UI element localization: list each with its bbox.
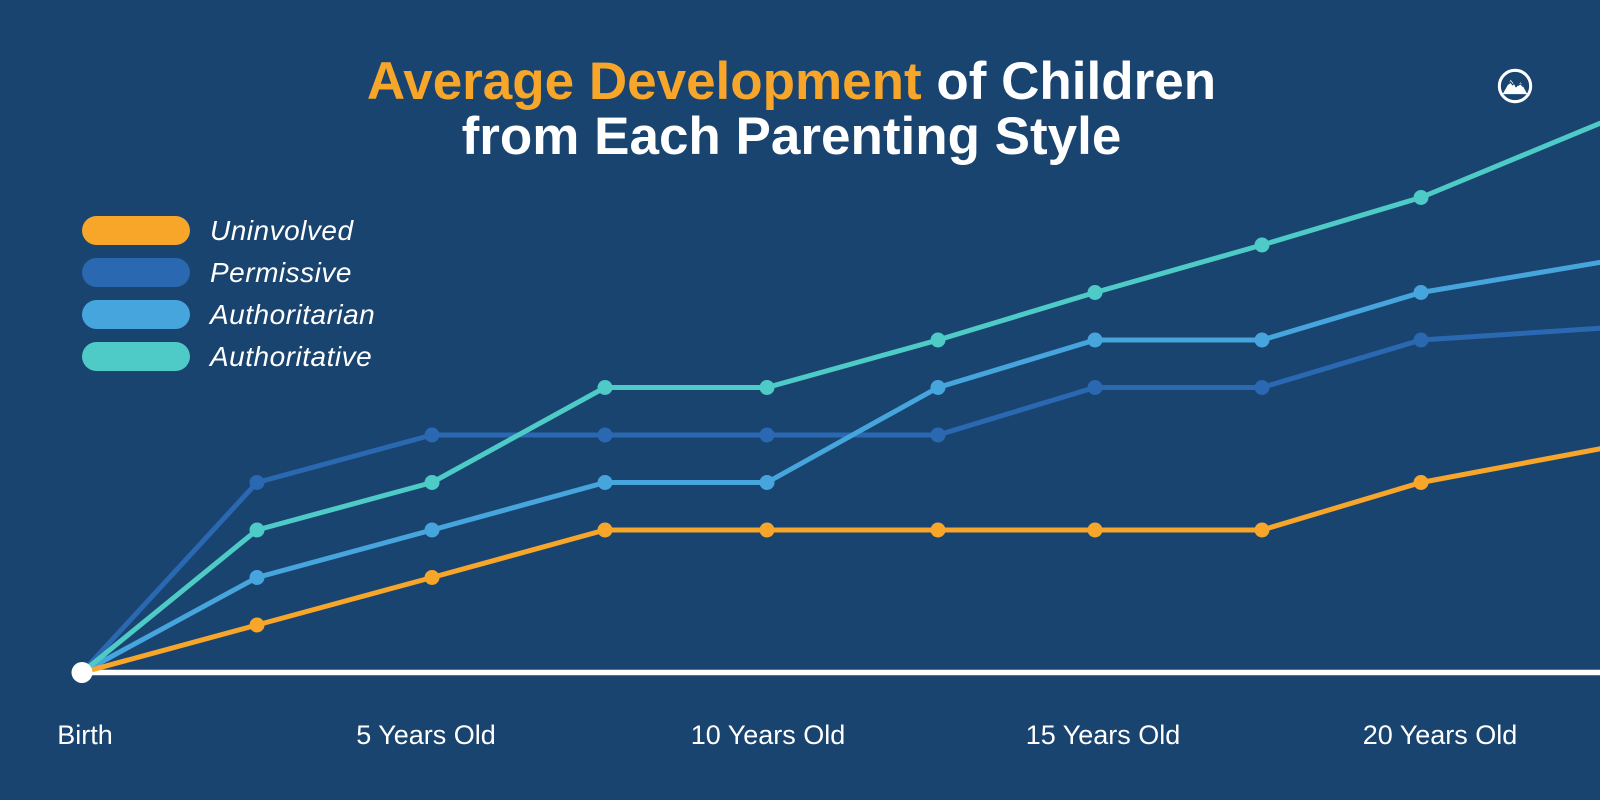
x-axis-label-10-years: 10 Years Old [690,720,846,750]
page-title: Average Development of Children from Eac… [0,54,1583,164]
legend-swatch-permissive-icon [82,258,190,287]
legend-item-authoritative: Authoritative [82,340,375,372]
x-axis-label-15-years: 15 Years Old [1025,720,1181,750]
legend: Uninvolved Permissive Authoritarian Auth… [82,214,376,384]
title-line2: from Each Parenting Style [461,107,1122,166]
x-axis-label-5-years: 5 Years Old [356,720,496,750]
mountain-logo-icon [1497,68,1533,104]
brand-logo [1496,67,1534,105]
title-line1: Average Development of Children [0,54,1583,109]
title-line1-rest: of Children [921,52,1217,111]
x-axis-label-birth: Birth [57,720,113,750]
legend-label-authoritarian: Authoritarian [210,298,376,330]
legend-label-permissive: Permissive [210,256,352,288]
x-axis-label-20-years: 20 Years Old [1362,720,1518,750]
legend-item-permissive: Permissive [82,256,375,288]
legend-swatch-authoritarian-icon [82,300,190,329]
legend-item-authoritarian: Authoritarian [82,298,376,330]
legend-label-authoritative: Authoritative [210,340,373,372]
legend-label-uninvolved: Uninvolved [210,214,354,246]
title-highlight: Average Development [366,52,922,111]
legend-item-uninvolved: Uninvolved [82,214,375,246]
legend-swatch-authoritative-icon [82,342,190,371]
legend-swatch-uninvolved-icon [82,216,190,245]
